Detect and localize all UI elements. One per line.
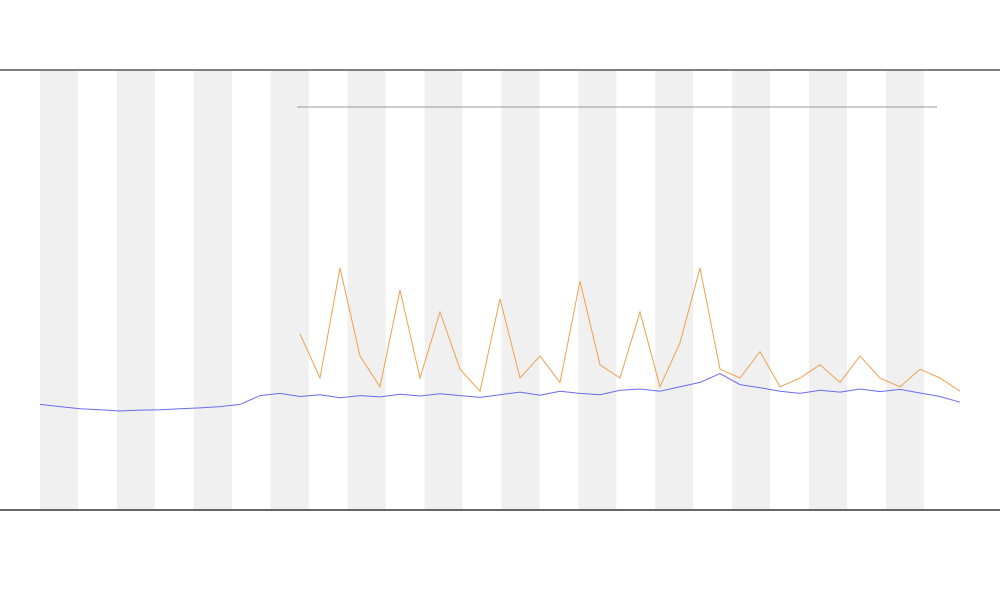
shade-band — [270, 71, 309, 509]
shade-band — [193, 71, 232, 509]
shade-band — [578, 71, 617, 509]
shade-band — [809, 71, 847, 509]
shade-band — [424, 71, 463, 509]
background-bands — [40, 71, 924, 509]
shade-band — [732, 71, 771, 509]
series-line — [39, 373, 961, 412]
series-line — [299, 267, 961, 393]
shade-band — [655, 71, 694, 509]
shade-band — [885, 71, 924, 509]
shade-band — [116, 71, 155, 509]
shade-band — [347, 71, 386, 509]
shade-band — [40, 71, 78, 509]
shade-band — [501, 71, 540, 509]
